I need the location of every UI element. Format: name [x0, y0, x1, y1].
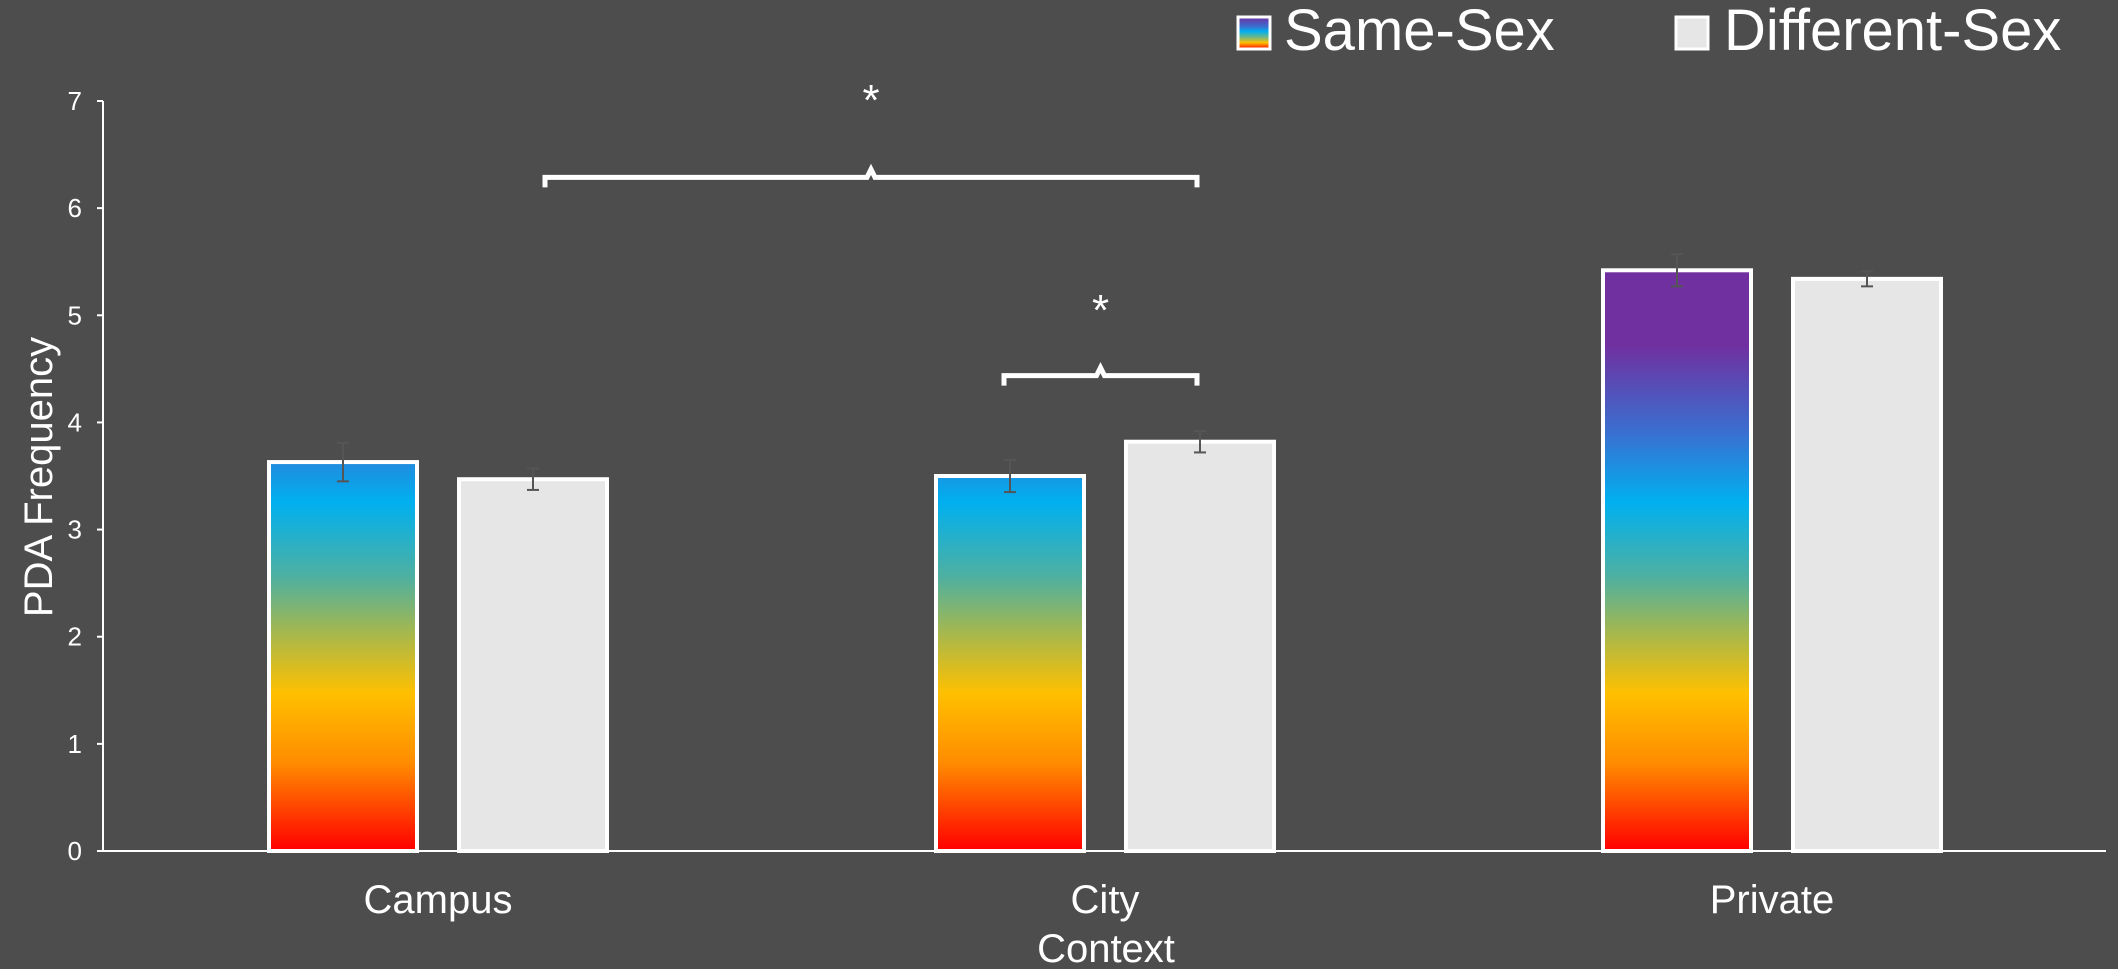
x-axis-title: Context: [1037, 927, 1175, 969]
y-tick-label: 0: [68, 836, 82, 866]
y-tick-label: 2: [68, 622, 82, 652]
significance-bracket: [542, 163, 1200, 188]
error-bars: [337, 253, 1873, 494]
significance-brackets: **: [542, 76, 1200, 386]
y-axis-title: PDA Frequency: [17, 337, 61, 617]
y-tick-labels: 0 1 2 3 4 5 6 7: [68, 86, 103, 866]
x-tick-label: Campus: [364, 878, 513, 922]
x-tick-label: City: [1071, 878, 1140, 922]
axes: 0 1 2 3 4 5 6 7 Campus City Private PDA Frequency…: [17, 86, 2106, 969]
bar-same-sex-campus: [267, 460, 419, 853]
significance-bracket: [1001, 361, 1200, 386]
bar-same-sex-private: [1601, 268, 1753, 853]
bar-different-sex-campus: [457, 477, 609, 853]
y-tick-label: 3: [68, 515, 82, 545]
legend: Same-Sex Different-Sex: [1236, 0, 2061, 63]
y-tick-label: 6: [68, 193, 82, 223]
bars: [267, 268, 1943, 854]
legend-swatch-same-sex: [1236, 15, 1272, 51]
significance-star: *: [1092, 286, 1109, 335]
y-tick-label: 5: [68, 300, 82, 330]
y-tick-label: 1: [68, 729, 82, 759]
x-tick-labels: Campus City Private: [364, 878, 1835, 922]
significance-star: *: [862, 76, 879, 125]
bar-different-sex-city: [1124, 439, 1276, 853]
x-tick-label: Private: [1710, 878, 1835, 922]
bar-same-sex-city: [934, 474, 1086, 853]
y-tick-label: 7: [68, 86, 82, 116]
legend-label-same-sex: Same-Sex: [1284, 0, 1555, 63]
legend-label-different-sex: Different-Sex: [1724, 0, 2061, 63]
bar-different-sex-private: [1791, 276, 1943, 854]
legend-swatch-different-sex: [1674, 15, 1710, 51]
y-tick-label: 4: [68, 407, 82, 437]
